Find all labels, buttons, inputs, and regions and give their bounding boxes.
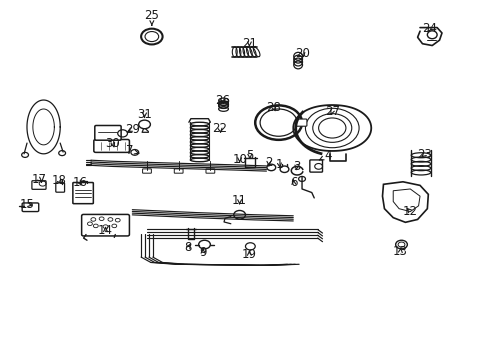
Text: 25: 25 [144,9,159,25]
Text: 7: 7 [125,144,139,157]
Text: 30: 30 [105,137,120,150]
Text: 31: 31 [137,108,152,121]
Polygon shape [382,182,427,222]
FancyBboxPatch shape [296,119,306,126]
Text: 9: 9 [199,246,206,259]
Text: 28: 28 [266,101,281,114]
Text: 10: 10 [232,153,246,166]
Text: 19: 19 [242,248,256,261]
Text: 27: 27 [324,105,339,118]
FancyBboxPatch shape [81,215,129,236]
Polygon shape [293,105,370,151]
Text: 11: 11 [232,194,246,207]
Text: 2: 2 [264,156,272,169]
Text: 24: 24 [422,22,436,35]
FancyBboxPatch shape [95,126,121,140]
Text: 4: 4 [319,149,331,162]
Text: 8: 8 [184,241,192,254]
FancyBboxPatch shape [309,160,322,172]
Text: 5: 5 [245,149,253,162]
Text: 18: 18 [51,174,66,186]
FancyBboxPatch shape [73,183,93,204]
Text: 13: 13 [392,244,407,257]
FancyBboxPatch shape [22,203,39,212]
Text: 3: 3 [292,160,300,173]
Text: 20: 20 [295,47,310,60]
Text: 23: 23 [417,148,431,161]
Text: 26: 26 [215,94,230,107]
Text: 6: 6 [289,176,297,189]
Text: 1: 1 [275,158,283,171]
Text: 16: 16 [72,176,87,189]
FancyBboxPatch shape [56,183,64,192]
Text: 15: 15 [20,198,34,211]
Text: 29: 29 [124,122,140,136]
FancyBboxPatch shape [32,181,46,189]
Text: 22: 22 [212,122,227,135]
Text: 17: 17 [32,173,47,186]
Text: 14: 14 [98,224,113,238]
Text: 12: 12 [402,205,417,218]
FancyBboxPatch shape [94,139,129,152]
Text: 21: 21 [242,36,256,50]
